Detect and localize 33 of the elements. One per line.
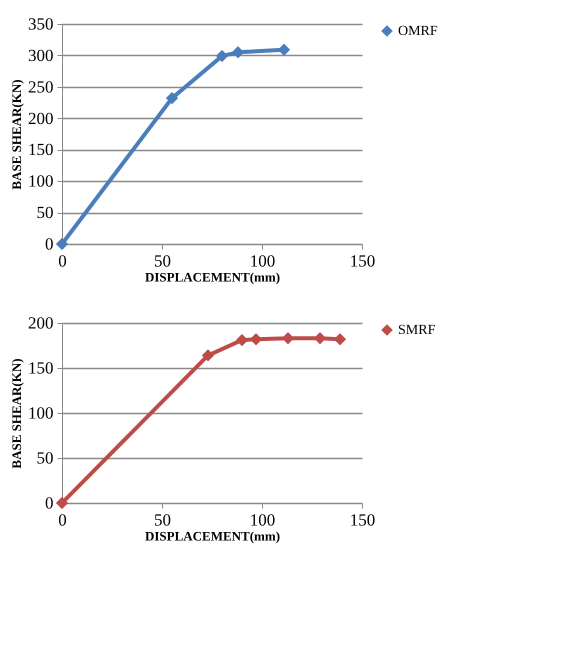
y-tick-label: 0 bbox=[45, 234, 54, 254]
point bbox=[216, 50, 228, 62]
y-axis-title: BASE SHEAR(KN) bbox=[9, 358, 24, 469]
y-tick-label: 250 bbox=[28, 77, 54, 96]
y-tick-label: 50 bbox=[36, 448, 54, 468]
y-tick-label: 350 bbox=[28, 14, 54, 34]
x-tick-label: 150 bbox=[350, 510, 376, 530]
point bbox=[166, 92, 178, 104]
y-tick-label: 100 bbox=[28, 404, 54, 422]
x-axis-title: DISPLACEMENT(mm) bbox=[144, 528, 280, 544]
y-tick-label: 300 bbox=[28, 46, 54, 65]
x-tick-label: 0 bbox=[58, 252, 67, 270]
x-tick-label: 50 bbox=[154, 252, 171, 270]
point bbox=[202, 349, 214, 362]
x-tick-label: 0 bbox=[58, 510, 67, 530]
y-tick-label: 0 bbox=[45, 494, 54, 512]
legend-label: OMRF bbox=[398, 24, 438, 39]
y-tick-label: 100 bbox=[28, 172, 54, 191]
point bbox=[56, 238, 68, 250]
y-tick-label: 200 bbox=[28, 108, 54, 128]
x-tick-label: 100 bbox=[250, 252, 276, 270]
y-tick-label: 150 bbox=[28, 140, 54, 160]
y-tick-label: 150 bbox=[28, 358, 54, 378]
x-axis-title: DISPLACEMENT(mm) bbox=[144, 270, 280, 284]
point bbox=[236, 334, 248, 346]
y-axis-title: BASE SHEAR(KN) bbox=[9, 79, 24, 190]
y-tick-label: 200 bbox=[28, 314, 54, 332]
x-tick-label: 150 bbox=[350, 252, 376, 270]
y-tick-label: 50 bbox=[36, 203, 54, 222]
point bbox=[56, 496, 68, 510]
x-tick-label: 100 bbox=[250, 510, 276, 530]
x-tick-label: 50 bbox=[154, 510, 171, 530]
legend-label: SMRF bbox=[398, 323, 436, 338]
